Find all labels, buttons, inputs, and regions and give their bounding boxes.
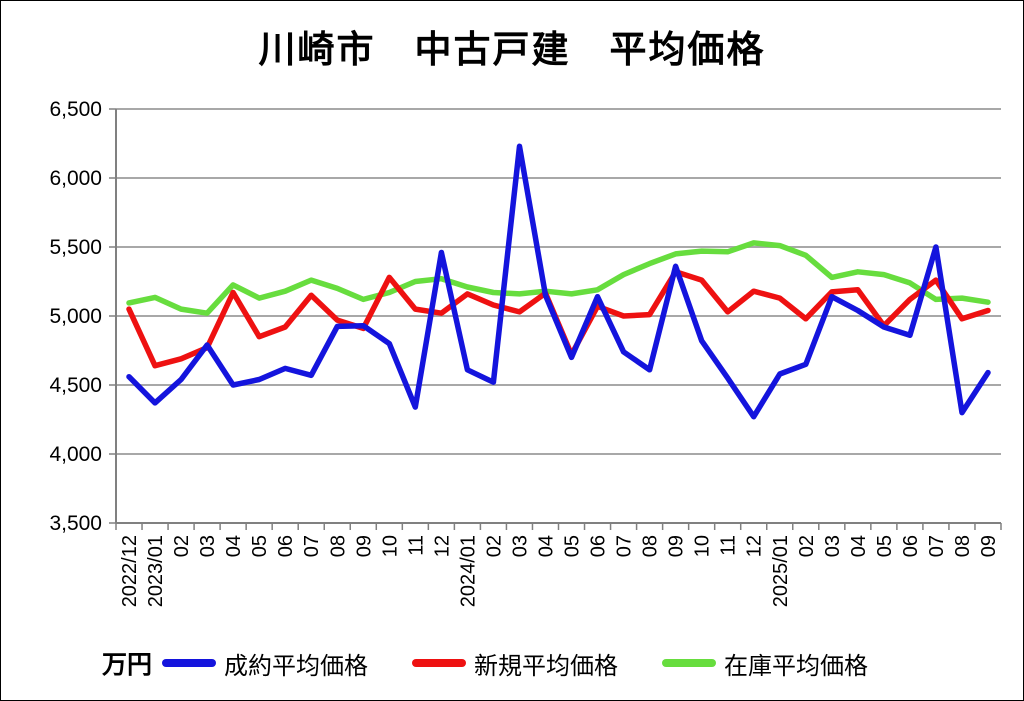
x-axis-label: 12 [744, 535, 766, 557]
x-axis-label: 03 [822, 535, 844, 557]
x-axis-label: 12 [431, 535, 453, 557]
x-axis-label: 08 [640, 535, 662, 557]
x-axis-label: 2024/01 [457, 535, 479, 607]
x-axis-label: 06 [588, 535, 610, 557]
legend-label-new: 新規平均価格 [474, 652, 619, 680]
unit-label: 万円 [102, 651, 153, 679]
x-axis-label: 11 [718, 535, 740, 556]
y-axis-label: 4,500 [49, 374, 102, 397]
x-axis-label: 07 [614, 535, 636, 557]
y-axis-label: 3,500 [49, 512, 102, 535]
x-axis-label: 04 [848, 535, 870, 557]
contract-series-swatch [162, 659, 217, 667]
new-series-swatch [412, 659, 467, 667]
x-axis-label: 09 [978, 535, 1000, 557]
x-axis-label: 05 [562, 535, 584, 557]
x-axis-label: 02 [171, 535, 193, 557]
x-axis-label: 05 [874, 535, 896, 557]
x-axis-label: 2022/12 [119, 535, 141, 607]
chart-title: 川崎市 中古戸建 平均価格 [258, 29, 766, 70]
series-line-在庫平均価格 [126, 240, 991, 316]
legend-label-contract: 成約平均価格 [224, 652, 369, 680]
x-axis-label: 06 [900, 535, 922, 557]
legend-item-contract: 成約平均価格 [162, 646, 368, 681]
stock-series-swatch [662, 659, 717, 667]
legend-item-new: 新規平均価格 [412, 646, 618, 681]
x-axis-label: 05 [249, 535, 271, 557]
x-axis-label: 07 [301, 535, 323, 557]
x-axis-label: 2023/01 [145, 535, 167, 607]
x-axis-label: 2025/01 [770, 535, 792, 607]
x-axis-label: 10 [379, 535, 401, 557]
y-axis-label: 6,500 [49, 98, 102, 121]
series-line-成約平均価格 [126, 143, 991, 420]
x-axis-label: 10 [692, 535, 714, 557]
x-axis-label: 02 [796, 535, 818, 557]
x-axis-label: 03 [509, 535, 531, 557]
x-axis-label: 02 [483, 535, 505, 557]
x-axis-label: 03 [197, 535, 219, 557]
series-line-新規平均価格 [126, 269, 991, 369]
x-axis-label: 06 [275, 535, 297, 557]
y-axis-label: 5,000 [49, 305, 102, 328]
y-axis-label: 4,000 [49, 443, 102, 466]
y-axis-label: 6,000 [49, 167, 102, 190]
x-axis-label: 08 [952, 535, 974, 557]
x-axis-label: 04 [535, 535, 557, 557]
x-axis-label: 09 [353, 535, 375, 557]
x-axis-label: 07 [926, 535, 948, 557]
x-axis-label: 08 [327, 535, 349, 557]
legend: 万円 成約平均価格 新規平均価格 在庫平均価格 [102, 645, 912, 681]
x-axis-label: 09 [666, 535, 688, 557]
x-axis-label: 04 [223, 535, 245, 557]
legend-item-stock: 在庫平均価格 [662, 646, 868, 681]
legend-label-stock: 在庫平均価格 [724, 652, 869, 680]
x-axis-label: 11 [405, 535, 427, 556]
y-axis-label: 5,500 [49, 236, 102, 259]
